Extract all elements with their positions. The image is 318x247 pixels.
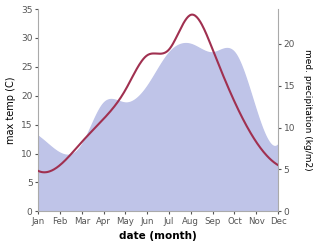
Y-axis label: med. precipitation (kg/m2): med. precipitation (kg/m2) [303, 49, 313, 171]
X-axis label: date (month): date (month) [119, 231, 197, 242]
Y-axis label: max temp (C): max temp (C) [5, 76, 16, 144]
